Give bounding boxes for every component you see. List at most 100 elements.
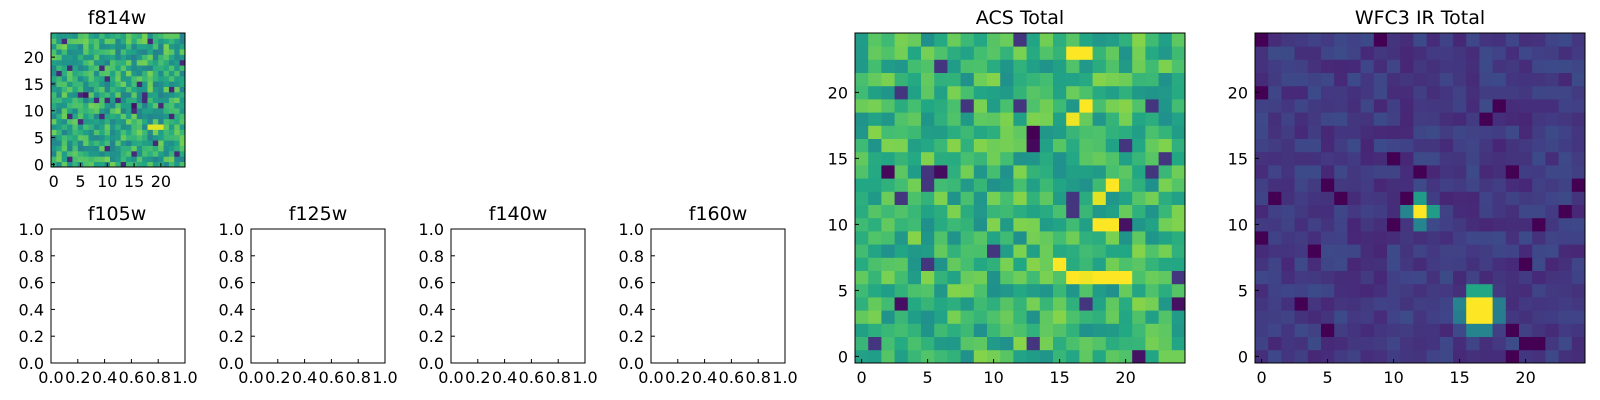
heatmap-cell [179,150,186,157]
heatmap-cell [1039,336,1054,351]
heatmap-cell [126,97,132,104]
heatmap-cell [1571,165,1586,179]
heatmap-cell [1105,310,1120,324]
heatmap-cell [1532,297,1546,311]
heatmap-cell [973,46,988,60]
heatmap-cell [99,134,105,141]
heatmap-cell [987,297,1001,311]
heatmap-cell [1013,231,1027,245]
heatmap-cell [1000,33,1014,47]
heatmap-cell [158,86,164,93]
heatmap-cell [99,108,105,114]
heatmap-cell [1066,257,1080,271]
heatmap-cell [126,65,132,71]
heatmap-cell [179,156,186,163]
heatmap-cell [921,85,935,100]
heatmap-cell [947,191,961,205]
heatmap-cell [921,244,935,258]
heatmap-cell [67,113,73,120]
heatmap-cell [83,134,89,141]
heatmap-cell [1255,270,1269,285]
heatmap-cell [894,138,909,153]
heatmap-cell [93,54,100,61]
heatmap-cell [1360,283,1375,298]
heatmap-cell [147,33,154,39]
heatmap-cell [56,86,63,93]
heatmap-cell [960,310,975,324]
heatmap-cell [907,323,922,337]
heatmap-cell [77,81,84,87]
heatmap-cell [1453,165,1467,179]
heatmap-cell [56,150,63,157]
heatmap-cell [1281,151,1295,166]
heatmap-cell [1171,257,1186,271]
heatmap-cell [1132,283,1146,298]
heatmap-cell [1545,336,1559,351]
heatmap-cell [1360,191,1375,205]
heatmap-cell [61,33,68,39]
heatmap-cell [987,99,1001,113]
heatmap-cell [973,85,988,100]
heatmap-cell [960,270,975,285]
heatmap-cell [973,257,988,271]
heatmap-cell [1026,257,1041,271]
heatmap-cell [51,38,57,45]
heatmap-cell [987,72,1001,87]
heatmap-cell [93,108,100,114]
heatmap-cell [1347,231,1361,245]
heatmap-cell [77,33,84,39]
heatmap-cell [1360,204,1375,219]
heatmap-cell [168,150,175,157]
heatmap-cell [1145,138,1159,153]
heatmap-cell [1039,112,1054,126]
heatmap-cell [1281,46,1295,60]
heatmap-cell [99,161,105,168]
heatmap-cell [921,151,935,166]
heatmap-cell [72,150,79,157]
heatmap-cell [868,33,882,47]
heatmap-cell [1307,191,1322,205]
heatmap-cell [1571,178,1586,192]
heatmap-cell [894,46,909,60]
heatmap-cell [1145,323,1159,337]
x-tick-label: 5 [1323,368,1333,387]
heatmap-cell [855,244,869,258]
heatmap-cell [120,75,127,82]
heatmap-cell [973,125,988,139]
heatmap-cell [1505,217,1520,232]
heatmap-cell [960,59,975,73]
heatmap-cell [960,33,975,47]
heatmap-cell [987,204,1001,219]
heatmap-cell [1105,46,1120,60]
heatmap-cell [1360,138,1375,153]
heatmap-cell [163,97,170,104]
heatmap-cell [907,217,922,232]
heatmap-cell [934,46,948,60]
heatmap-cell [1571,231,1586,245]
heatmap-cell [131,118,138,125]
heatmap-cell [179,108,186,114]
heatmap-cell [1466,217,1480,232]
heatmap-cell [1105,85,1120,100]
heatmap-cell [1105,217,1120,232]
heatmap-cell [1492,270,1507,285]
heatmap-cell [1053,244,1067,258]
heatmap-cell [83,129,89,136]
heatmap-cell [136,118,143,125]
heatmap-cell [1334,72,1348,87]
heatmap-cell [1066,323,1080,337]
heatmap-cell [1400,323,1414,337]
heatmap-cell [67,134,73,141]
heatmap-cell [960,323,975,337]
heatmap-cell [126,81,132,87]
heatmap-cell [1281,125,1295,139]
heatmap-cell [1360,165,1375,179]
heatmap-cell [1132,138,1146,153]
heatmap-cell [1013,99,1027,113]
heatmap-cell [1453,217,1467,232]
heatmap-cell [947,217,961,232]
heatmap-cell [51,145,57,152]
heatmap-cell [1439,204,1454,219]
heatmap-cell [99,65,105,71]
heatmap-cell [1505,270,1520,285]
